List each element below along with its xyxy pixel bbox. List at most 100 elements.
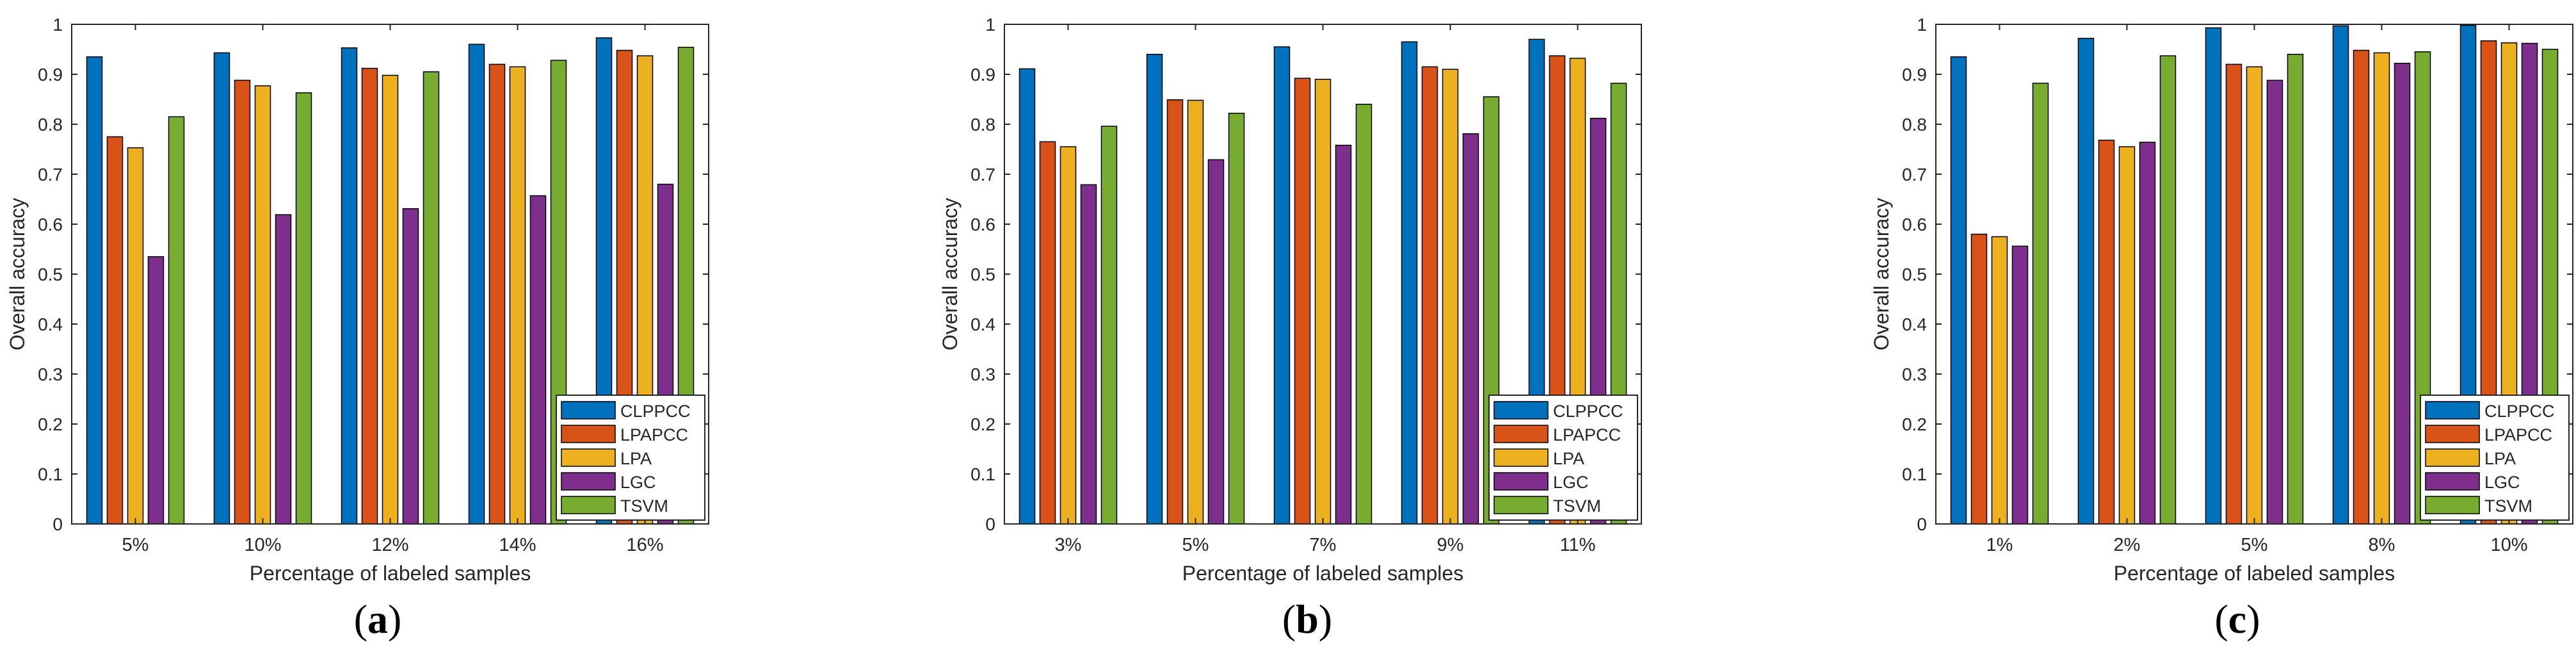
legend-label-clppcc: CLPPCC bbox=[620, 402, 691, 421]
legend-label-clppcc: CLPPCC bbox=[1553, 402, 1623, 421]
bar-lpapcc-10pct bbox=[234, 79, 251, 525]
x-tick-label: 10% bbox=[244, 535, 281, 555]
legend-label-tsvm: TSVM bbox=[1553, 496, 1601, 516]
bar-clppcc-2pct bbox=[2077, 38, 2095, 525]
bar-clppcc-8pct bbox=[2332, 25, 2349, 525]
y-tick-label: 0 bbox=[985, 514, 995, 534]
y-tick-label: 0 bbox=[52, 514, 63, 534]
bar-lgc-9pct bbox=[1462, 133, 1479, 525]
y-tick-label: 0.6 bbox=[1902, 215, 1927, 234]
bar-lpa-8pct bbox=[2373, 52, 2390, 525]
bar-lpapcc-3pct bbox=[1039, 141, 1056, 525]
y-tick-label: 0.5 bbox=[38, 265, 63, 284]
bar-tsvm-10pct bbox=[295, 92, 312, 525]
bar-lpapcc-9pct bbox=[1421, 66, 1438, 525]
bar-tsvm-12pct bbox=[423, 71, 440, 525]
y-tick-label: 0.2 bbox=[38, 414, 63, 434]
legend-label-lpapcc: LPAPCC bbox=[2484, 425, 2552, 445]
bar-lpa-14pct bbox=[509, 66, 526, 525]
y-tick-label: 0.2 bbox=[970, 414, 995, 434]
legend-label-lgc: LGC bbox=[620, 473, 656, 492]
bar-clppcc-7pct bbox=[1273, 46, 1291, 525]
y-tick-label: 0.6 bbox=[970, 215, 995, 234]
bar-tsvm-3pct bbox=[1100, 126, 1118, 525]
bar-lpa-1pct bbox=[1991, 236, 2008, 525]
panel-label-b: (b) bbox=[1282, 596, 1333, 642]
y-tick-label: 0.7 bbox=[38, 165, 63, 184]
y-tick-label: 0.8 bbox=[38, 115, 63, 135]
legend-label-clppcc: CLPPCC bbox=[2484, 402, 2555, 421]
bar-clppcc-12pct bbox=[341, 47, 358, 525]
y-tick-label: 1 bbox=[52, 15, 63, 35]
bar-lgc-1pct bbox=[2011, 245, 2029, 525]
y-tick-label: 0.5 bbox=[970, 265, 995, 284]
legend-label-tsvm: TSVM bbox=[620, 496, 668, 516]
bar-lgc-5pct bbox=[2266, 79, 2283, 525]
bar-clppcc-1pct bbox=[1950, 56, 1967, 525]
bar-lpa-3pct bbox=[1059, 146, 1077, 525]
x-tick-label: 5% bbox=[122, 535, 149, 555]
y-tick-label: 0.3 bbox=[1902, 364, 1927, 384]
y-tick-label: 0.1 bbox=[1902, 464, 1927, 484]
legend-swatch-lpapcc bbox=[561, 425, 616, 443]
bar-clppcc-14pct bbox=[468, 44, 485, 525]
bar-lpapcc-5pct bbox=[1166, 99, 1184, 525]
x-tick-label: 5% bbox=[1182, 535, 1209, 555]
y-tick-label: 0.5 bbox=[1902, 265, 1927, 284]
y-tick-label: 0.4 bbox=[38, 314, 63, 334]
y-tick-label: 0.8 bbox=[970, 115, 995, 135]
y-tick-label: 0.4 bbox=[1902, 314, 1927, 334]
bar-lpapcc-5pct bbox=[106, 136, 124, 525]
bar-tsvm-1pct bbox=[2032, 83, 2049, 525]
y-tick-label: 0.9 bbox=[1902, 65, 1927, 85]
x-tick-label: 12% bbox=[371, 535, 408, 555]
legend-label-lpa: LPA bbox=[620, 449, 652, 468]
legend-swatch-clppcc bbox=[1493, 401, 1549, 420]
bar-tsvm-5pct bbox=[2287, 54, 2304, 525]
x-axis-label: Percentage of labeled samples bbox=[250, 562, 531, 585]
bar-tsvm-2pct bbox=[2159, 55, 2177, 525]
legend-swatch-lpapcc bbox=[2425, 425, 2480, 443]
x-tick-label: 1% bbox=[1986, 535, 2013, 555]
x-tick-label: 9% bbox=[1437, 535, 1464, 555]
bar-lgc-12pct bbox=[402, 208, 419, 525]
x-tick-label: 2% bbox=[2114, 535, 2141, 555]
bar-lpapcc-8pct bbox=[2353, 49, 2370, 525]
bar-lpa-9pct bbox=[1442, 69, 1459, 525]
y-tick-label: 0.8 bbox=[1902, 115, 1927, 135]
bar-lpa-12pct bbox=[382, 74, 399, 525]
x-tick-label: 8% bbox=[2369, 535, 2395, 555]
x-tick-label: 11% bbox=[1560, 535, 1596, 555]
bar-lpa-2pct bbox=[2118, 146, 2136, 525]
bar-clppcc-5pct bbox=[1146, 54, 1163, 525]
x-axis-label: Percentage of labeled samples bbox=[1182, 562, 1463, 585]
legend-label-lgc: LGC bbox=[2484, 473, 2520, 492]
bar-lgc-8pct bbox=[2394, 63, 2411, 525]
legend-label-lpa: LPA bbox=[1553, 449, 1584, 468]
bar-lgc-2pct bbox=[2139, 142, 2156, 525]
panel-label-a: (a) bbox=[353, 596, 402, 642]
x-axis-label: Percentage of labeled samples bbox=[2114, 562, 2395, 585]
x-tick-label: 14% bbox=[499, 535, 536, 555]
legend-label-lpa: LPA bbox=[2484, 449, 2516, 468]
legend-swatch-lgc bbox=[2425, 472, 2480, 491]
legend-swatch-clppcc bbox=[2425, 401, 2480, 420]
bar-lpa-5pct bbox=[1187, 99, 1204, 525]
y-axis-label: Overall accuracy bbox=[6, 198, 29, 350]
bar-tsvm-5pct bbox=[1228, 113, 1245, 525]
bar-clppcc-5pct bbox=[86, 56, 103, 525]
y-tick-label: 0.4 bbox=[970, 314, 995, 334]
chart-panel-1 bbox=[1004, 24, 1642, 525]
bar-lpa-10pct bbox=[254, 85, 271, 525]
x-tick-label: 5% bbox=[2241, 535, 2268, 555]
y-tick-label: 0.1 bbox=[970, 464, 995, 484]
x-tick-label: 10% bbox=[2490, 535, 2527, 555]
bar-lpa-7pct bbox=[1314, 79, 1332, 525]
y-axis-label: Overall accuracy bbox=[938, 198, 962, 350]
legend-swatch-lpa bbox=[2425, 448, 2480, 467]
bar-clppcc-3pct bbox=[1018, 68, 1036, 525]
legend-swatch-lpa bbox=[1493, 448, 1549, 467]
bar-lgc-5pct bbox=[1207, 159, 1225, 525]
bar-lpapcc-14pct bbox=[488, 63, 506, 525]
